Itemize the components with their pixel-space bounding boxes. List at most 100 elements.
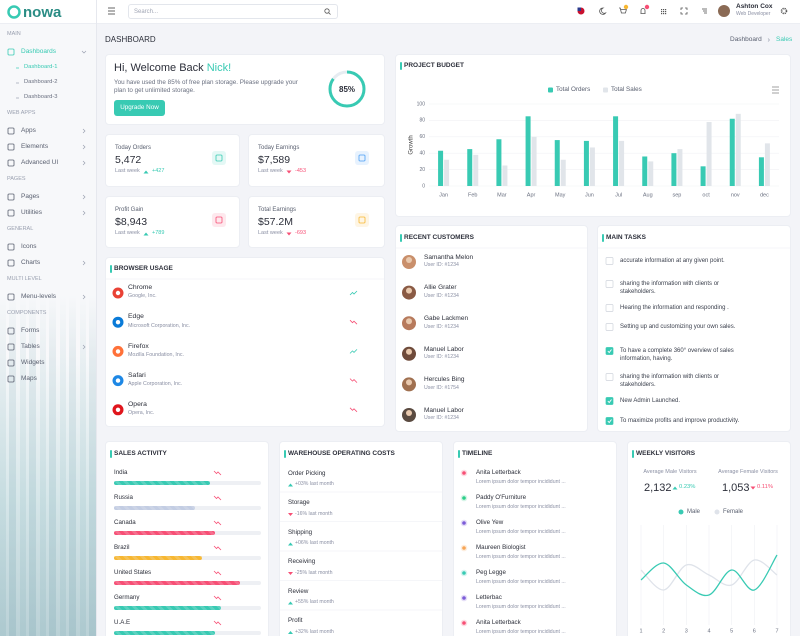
card-title: WAREHOUSE OPERATING COSTS: [284, 449, 395, 458]
brand-name: nowa: [23, 3, 62, 21]
sales-country: Brazil: [114, 543, 130, 551]
stat-period: Last week: [115, 168, 140, 175]
card-title: MAIN TASKS: [602, 233, 646, 242]
timeline-name: Peg Legge: [476, 568, 506, 576]
sales-country: United States: [114, 568, 152, 576]
customer-name: Gabe Lackmen: [424, 314, 469, 322]
warehouse-change: +55% last month: [295, 599, 334, 606]
sidebar-item[interactable]: Widgets: [21, 358, 45, 366]
sidebar-item[interactable]: Pages: [21, 192, 40, 200]
sales-country: Canada: [114, 518, 136, 526]
warehouse-item: Review: [288, 587, 309, 595]
legend-label: Total Sales: [611, 86, 642, 94]
submenu-item[interactable]: Dashboard-3: [24, 94, 58, 101]
sales-bar: [114, 531, 216, 535]
card-title: BROWSER USAGE: [110, 264, 173, 273]
browser-name: Edge: [128, 313, 144, 321]
customer-id: User ID: #1234: [424, 415, 459, 422]
warehouse-change: -16% last month: [295, 510, 333, 517]
visitor-stat-value: 1,053: [722, 481, 750, 494]
sales-bar: [114, 631, 216, 635]
customer-name: Manuel Labor: [424, 406, 464, 414]
task-text: To maximize profits and improve producti…: [620, 417, 740, 424]
browser-company: Microsoft Corporation, Inc.: [128, 322, 191, 329]
timeline-name: Olive Yew: [476, 518, 504, 526]
sidebar-item[interactable]: Advanced UI: [21, 158, 59, 166]
card-title: SALES ACTIVITY: [110, 449, 167, 458]
submenu-item[interactable]: Dashboard-2: [24, 79, 58, 86]
sidebar-item[interactable]: Apps: [21, 126, 36, 134]
sidebar-section-title: COMPONENTS: [7, 310, 47, 317]
warehouse-change: +06% last month: [295, 540, 334, 547]
stat-change: -693: [295, 230, 307, 237]
sales-country: Russia: [114, 493, 133, 501]
task-text: Setting up and customizing your own sale…: [620, 323, 736, 330]
customer-id: User ID: #1234: [424, 293, 459, 299]
warehouse-item: Shipping: [288, 528, 313, 536]
browser-company: Apple Corporation, Inc.: [128, 380, 183, 387]
sidebar-item[interactable]: Dashboards: [21, 47, 57, 55]
warehouse-change: +03% last month: [295, 481, 334, 488]
task-text: sharing the information with clients or …: [620, 373, 720, 388]
sales-bar: [114, 506, 195, 510]
welcome-greeting: Hi, Welcome Back: [114, 61, 207, 74]
sidebar-item[interactable]: Menu-levels: [21, 292, 57, 300]
legend-label: Male: [687, 509, 701, 515]
stat-icon: [212, 151, 226, 165]
task-text: sharing the information with clients or …: [620, 280, 720, 295]
main-tasks-card: [597, 225, 791, 432]
search-placeholder: Search...: [134, 8, 159, 15]
sales-bar: [114, 606, 222, 610]
sales-bar: [114, 556, 203, 560]
visitor-stat-value: 2,132: [644, 481, 672, 494]
search-box[interactable]: [128, 4, 338, 19]
timeline-text: Lorem ipsum dolor tempor incididunt ...: [476, 629, 566, 636]
customer-name: Samantha Melon: [424, 253, 474, 261]
sidebar-item[interactable]: Utilities: [21, 208, 42, 216]
stat-icon: [355, 151, 369, 165]
card-title: WEEKLY VISITORS: [631, 449, 696, 458]
stat-icon: [212, 213, 226, 227]
stat-value: $8,943: [115, 215, 148, 228]
sidebar-item[interactable]: Forms: [21, 326, 40, 334]
upgrade-button[interactable]: [114, 100, 165, 116]
legend-label: Female: [723, 509, 744, 515]
warehouse-item: Order Picking: [288, 469, 326, 477]
sales-country: U.A.E: [114, 618, 131, 626]
browser-name: Safari: [128, 371, 146, 379]
task-text: Hearing the information and responding .: [620, 304, 729, 311]
sales-country: Germany: [114, 593, 140, 601]
sidebar-item[interactable]: Elements: [21, 142, 49, 150]
welcome-heading: Hi, Welcome Back Nick!: [114, 61, 232, 74]
visitor-stat-change: 0.23%: [679, 484, 696, 491]
sidebar-item[interactable]: Tables: [21, 342, 40, 350]
breadcrumb-item[interactable]: Dashboard: [730, 35, 762, 43]
breadcrumb-item: Sales: [776, 35, 793, 43]
sidebar-item[interactable]: Maps: [21, 374, 37, 382]
customer-id: User ID: #1234: [424, 323, 459, 330]
timeline-text: Lorem ipsum dolor tempor incididunt ...: [476, 529, 566, 536]
upgrade-button-label[interactable]: Upgrade Now: [120, 103, 159, 111]
task-text: New Admin Launched.: [620, 397, 681, 404]
visitor-stat-change: 0.11%: [757, 484, 774, 491]
legend-label: Total Orders: [556, 86, 591, 94]
sidebar-item[interactable]: Icons: [21, 242, 37, 250]
customer-id: User ID: #1754: [424, 384, 459, 391]
recent-customers-card: [395, 225, 588, 432]
visitor-stat-label: Average Male Visitors: [643, 469, 697, 476]
submenu-item[interactable]: Dashboard-1: [24, 64, 58, 71]
card-title: TIMELINE: [457, 449, 493, 458]
sales-bar: [114, 481, 210, 485]
stat-change: +789: [152, 230, 165, 237]
card-title: RECENT CUSTOMERS: [400, 233, 474, 242]
sidebar-item[interactable]: Charts: [21, 258, 41, 266]
stat-title: Today Earnings: [258, 145, 300, 151]
browser-company: Google, Inc.: [128, 293, 157, 300]
stat-period: Last week: [258, 168, 283, 175]
stat-value: $7,589: [258, 153, 291, 166]
browser-usage-card: [105, 257, 385, 427]
welcome-name: Nick!: [206, 61, 232, 74]
sales-bar: [114, 581, 241, 585]
breadcrumb-separator: [767, 38, 770, 42]
customer-id: User ID: #1234: [424, 354, 459, 361]
